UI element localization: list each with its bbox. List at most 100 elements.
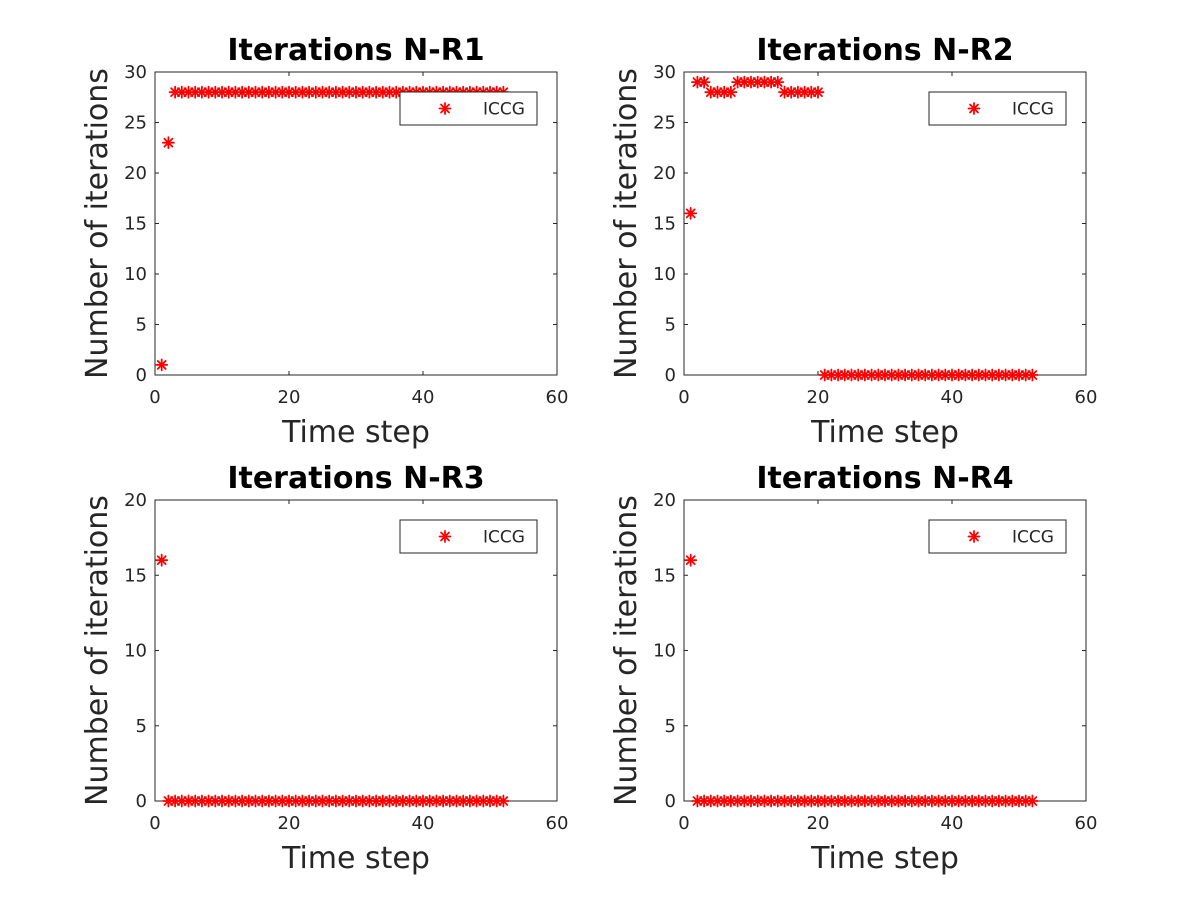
marker-stroke [1000, 796, 1011, 806]
data-point [342, 794, 356, 808]
marker-stroke [940, 370, 951, 380]
data-point [269, 794, 283, 808]
marker-stroke [337, 796, 348, 806]
marker-stroke [1014, 796, 1024, 806]
marker-stroke [853, 370, 864, 380]
data-point [959, 794, 972, 808]
marker-stroke [264, 796, 274, 806]
marker-stroke [351, 87, 361, 98]
marker-stroke [1020, 796, 1031, 806]
marker-stroke [438, 796, 448, 806]
marker-stroke [933, 370, 944, 380]
marker-stroke [739, 796, 750, 806]
marker-stroke [176, 796, 187, 806]
marker-stroke [451, 796, 462, 806]
data-point [369, 794, 383, 808]
marker-stroke [317, 87, 328, 98]
y-tick-label: 10 [653, 641, 676, 662]
data-point [952, 368, 966, 382]
chart-title: Iterations N-R2 [756, 33, 1013, 68]
marker-stroke [1014, 370, 1024, 380]
x-tick-label: 40 [412, 387, 435, 408]
marker-stroke [257, 796, 268, 806]
marker-stroke [839, 370, 850, 380]
marker-stroke [759, 796, 770, 806]
marker-stroke [726, 796, 736, 806]
data-point [945, 794, 959, 808]
marker-stroke [190, 87, 201, 98]
marker-stroke [458, 796, 469, 806]
marker-stroke [779, 87, 790, 98]
marker-stroke [900, 370, 910, 380]
marker-stroke [237, 796, 247, 806]
marker-stroke [927, 796, 937, 806]
marker-stroke [440, 103, 450, 114]
legend-label: ICCG [483, 528, 525, 548]
data-point [865, 794, 878, 808]
marker-stroke [203, 796, 214, 806]
data-point [771, 75, 785, 89]
legend-label: ICCG [483, 100, 525, 120]
marker-stroke [491, 796, 502, 806]
data-point [905, 368, 919, 382]
marker-stroke [391, 796, 402, 806]
marker-stroke [190, 796, 201, 806]
legend-box [399, 91, 538, 126]
marker-stroke [277, 87, 288, 98]
marker-stroke [973, 796, 984, 806]
data-point [791, 794, 805, 808]
marker-stroke [786, 87, 797, 98]
marker-stroke [913, 370, 924, 380]
marker-stroke [440, 531, 450, 542]
x-tick-label: 40 [941, 813, 964, 834]
marker-stroke [304, 87, 314, 98]
y-tick-label: 5 [136, 315, 147, 336]
marker-stroke [746, 77, 756, 87]
marker-stroke [364, 796, 375, 806]
marker-stroke [357, 796, 368, 806]
marker-stroke [826, 796, 837, 806]
legend: ICCG [928, 91, 1067, 126]
data-point [992, 794, 1006, 808]
x-tick-label: 0 [678, 387, 689, 408]
marker-stroke [772, 796, 783, 806]
marker-stroke [705, 796, 716, 806]
marker-stroke [183, 87, 194, 98]
data-point [684, 553, 698, 567]
y-tick-label: 5 [665, 716, 676, 737]
data-point [885, 794, 899, 808]
marker-stroke [223, 87, 234, 98]
legend-label: ICCG [1012, 528, 1054, 548]
data-point [697, 794, 711, 808]
x-tick-label: 40 [412, 813, 435, 834]
marker-stroke [732, 77, 743, 87]
marker-stroke [833, 796, 843, 806]
marker-stroke [183, 796, 194, 806]
data-point [262, 794, 276, 808]
marker-stroke [813, 796, 823, 806]
data-point [798, 85, 811, 99]
marker-stroke [210, 87, 221, 98]
marker-stroke [257, 87, 268, 98]
marker-stroke [772, 77, 783, 87]
marker-stroke [156, 555, 167, 566]
marker-stroke [712, 87, 723, 98]
marker-stroke [969, 103, 979, 114]
data-point [483, 794, 497, 808]
marker-stroke [739, 77, 750, 87]
marker-stroke [310, 87, 321, 98]
marker-stroke [223, 796, 234, 806]
data-point [972, 368, 986, 382]
marker-stroke [846, 370, 857, 380]
marker-stroke [411, 796, 422, 806]
marker-stroke [344, 796, 355, 806]
marker-stroke [766, 77, 776, 87]
marker-stroke [906, 370, 917, 380]
marker-stroke [987, 796, 998, 806]
marker-stroke [994, 370, 1004, 380]
marker-stroke [873, 370, 884, 380]
marker-stroke [880, 796, 890, 806]
marker-stroke [685, 208, 696, 219]
marker-stroke [250, 796, 261, 806]
marker-stroke [243, 87, 254, 98]
